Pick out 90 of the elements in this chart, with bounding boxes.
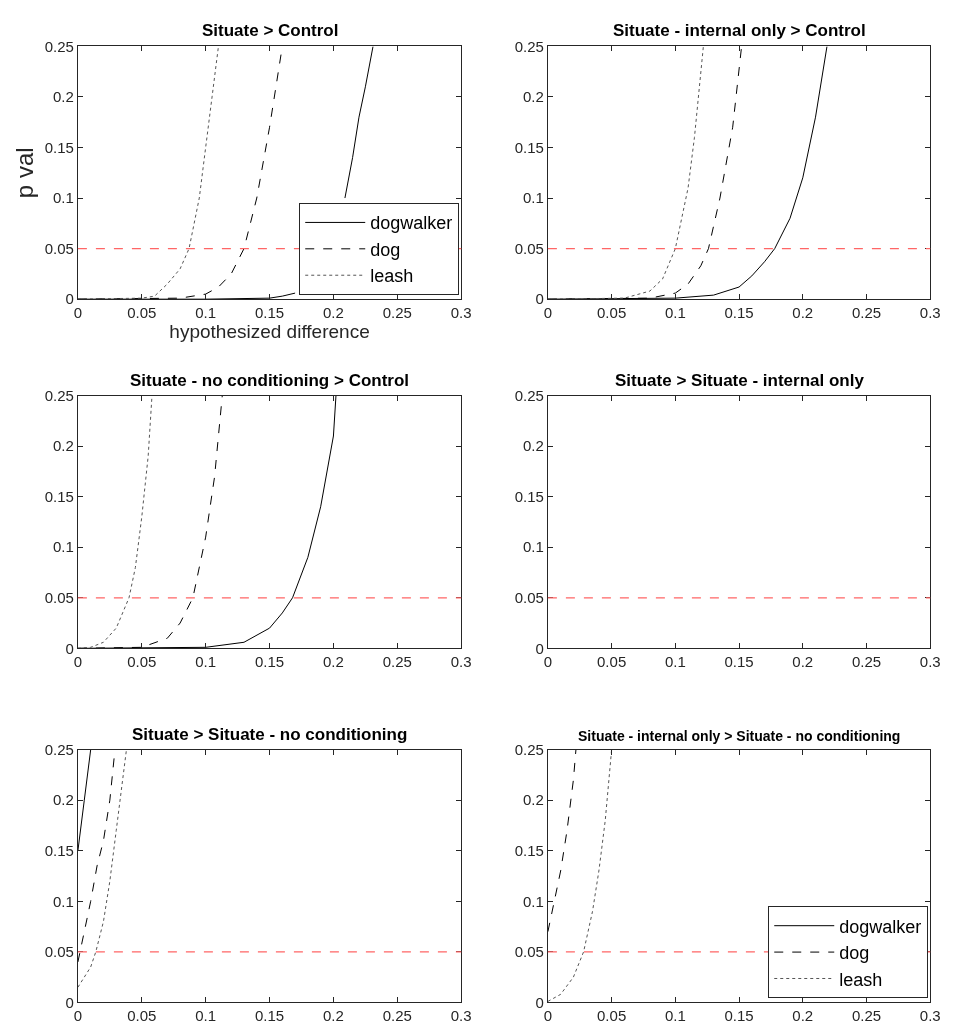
x-tick-label: 0.05 bbox=[127, 1007, 157, 1025]
chart-title: Situate - internal only > Control bbox=[613, 21, 866, 40]
y-tick-label: 0.2 bbox=[523, 437, 544, 455]
y-tick-label: 0.05 bbox=[514, 589, 544, 607]
y-tick-label: 0.2 bbox=[53, 88, 74, 106]
x-tick-label: 0.25 bbox=[851, 304, 882, 322]
x-tick-label: 0.15 bbox=[254, 304, 285, 322]
y-tick-label: 0.15 bbox=[514, 138, 544, 156]
x-tick-label: 0.05 bbox=[597, 653, 627, 671]
x-tick-label: 0.05 bbox=[127, 304, 157, 322]
y-tick-label: 0.05 bbox=[44, 239, 74, 257]
x-tick-label: 0.3 bbox=[919, 1007, 941, 1025]
y-tick-label: 0.2 bbox=[523, 791, 544, 809]
x-tick-label: 0.25 bbox=[851, 653, 882, 671]
y-tick-label: 0 bbox=[535, 639, 544, 657]
y-tick-label: 0.1 bbox=[523, 189, 544, 207]
x-tick-label: 0.1 bbox=[195, 653, 217, 671]
y-axis-title: p val bbox=[10, 147, 38, 199]
legend-label: dogwalker bbox=[370, 213, 453, 234]
y-tick-label: 0.1 bbox=[53, 892, 74, 910]
y-tick-label: 0.25 bbox=[514, 740, 544, 758]
y-tick-label: 0.1 bbox=[523, 892, 544, 910]
x-tick-label: 0.2 bbox=[323, 304, 344, 322]
x-tick-label: 0.05 bbox=[597, 1007, 627, 1025]
x-tick-label: 0.15 bbox=[254, 1007, 285, 1025]
y-tick-label: 0.15 bbox=[514, 842, 544, 859]
legend-label: dog bbox=[839, 943, 870, 964]
x-tick-label: 0.25 bbox=[851, 1007, 882, 1025]
legend-label: leash bbox=[839, 969, 883, 990]
line-series bbox=[547, 749, 577, 933]
line-series bbox=[77, 749, 127, 988]
chart-title: Situate - no conditioning > Control bbox=[130, 371, 410, 390]
y-tick-label: 0.15 bbox=[44, 138, 74, 156]
x-tick-label: 0.15 bbox=[724, 304, 754, 322]
y-tick-label: 0.05 bbox=[514, 943, 544, 961]
y-tick-label: 0.1 bbox=[523, 538, 544, 556]
y-tick-label: 0 bbox=[65, 290, 74, 308]
x-tick-label: 0.25 bbox=[382, 304, 412, 322]
x-tick-label: 0.2 bbox=[792, 1007, 814, 1025]
y-tick-label: 0.05 bbox=[514, 239, 544, 257]
x-tick-label: 0.15 bbox=[254, 653, 285, 671]
x-tick-label: 0.05 bbox=[127, 653, 157, 671]
legend-label: dog bbox=[370, 239, 401, 260]
y-tick-label: 0.15 bbox=[514, 487, 544, 505]
y-tick-label: 0 bbox=[65, 993, 74, 1011]
y-tick-label: 0 bbox=[535, 993, 544, 1011]
line-series bbox=[77, 46, 219, 300]
x-tick-label: 0.15 bbox=[724, 653, 754, 671]
y-tick-label: 0.25 bbox=[44, 386, 74, 404]
y-tick-label: 0.25 bbox=[44, 37, 74, 55]
chart-title: Situate - internal only > Situate - no conditioning bbox=[578, 728, 901, 744]
y-tick-label: 0.2 bbox=[523, 88, 544, 106]
y-tick-label: 0.25 bbox=[514, 37, 544, 55]
legend-label: dogwalker bbox=[839, 916, 922, 937]
y-tick-label: 0.1 bbox=[53, 538, 74, 556]
x-tick-label: 0.3 bbox=[919, 304, 941, 322]
y-tick-label: 0.05 bbox=[44, 943, 74, 961]
chart-title: Situate > Situate - internal only bbox=[615, 371, 865, 390]
x-axis-title: hypothesized difference bbox=[169, 321, 370, 343]
x-tick-label: 0.1 bbox=[195, 1007, 217, 1025]
x-tick-label: 0.3 bbox=[450, 304, 472, 322]
y-tick-label: 0.1 bbox=[53, 189, 74, 207]
y-tick-label: 0.15 bbox=[44, 487, 74, 505]
x-tick-label: 0.25 bbox=[382, 1007, 412, 1025]
x-tick-label: 0.3 bbox=[919, 653, 941, 671]
x-tick-label: 0.2 bbox=[323, 653, 344, 671]
y-tick-label: 0.25 bbox=[44, 740, 74, 758]
x-tick-label: 0.3 bbox=[450, 1007, 472, 1025]
x-tick-label: 0.15 bbox=[724, 1007, 754, 1025]
x-tick-label: 0.1 bbox=[664, 304, 686, 322]
y-tick-label: 0 bbox=[65, 639, 74, 657]
chart-title: Situate > Situate - no conditioning bbox=[132, 725, 408, 744]
x-tick-label: 0.2 bbox=[792, 653, 814, 671]
chart-title: Situate > Control bbox=[202, 21, 339, 40]
x-tick-label: 0.1 bbox=[195, 304, 217, 322]
x-tick-label: 0.2 bbox=[323, 1007, 344, 1025]
x-tick-label: 0.2 bbox=[792, 304, 814, 322]
x-tick-label: 0.05 bbox=[597, 304, 627, 322]
line-series bbox=[547, 46, 704, 300]
legend-label: leash bbox=[370, 266, 414, 287]
y-tick-label: 0.2 bbox=[53, 437, 74, 455]
x-tick-label: 0.3 bbox=[450, 653, 472, 671]
y-tick-label: 0.2 bbox=[53, 791, 74, 809]
y-tick-label: 0.25 bbox=[514, 386, 544, 404]
x-tick-label: 0.1 bbox=[664, 1007, 686, 1025]
y-tick-label: 0.05 bbox=[44, 589, 74, 607]
x-tick-label: 0.1 bbox=[664, 653, 686, 671]
x-tick-label: 0.25 bbox=[382, 653, 412, 671]
y-tick-label: 0 bbox=[535, 290, 544, 308]
y-tick-label: 0.15 bbox=[44, 842, 74, 859]
